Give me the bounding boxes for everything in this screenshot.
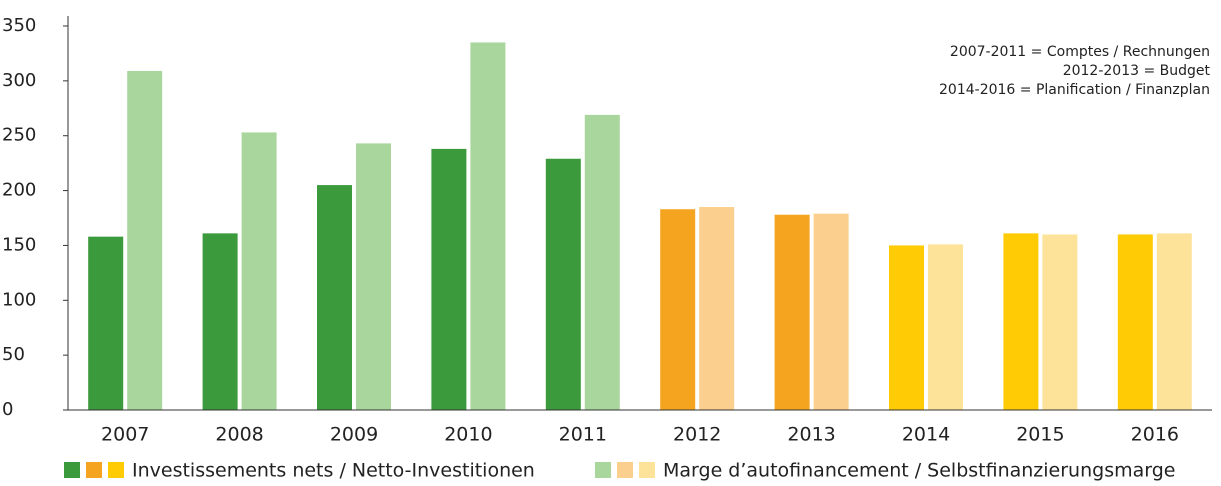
bar	[1156, 233, 1192, 410]
x-tick-label: 2012	[673, 424, 721, 446]
x-tick-label: 2011	[559, 424, 607, 446]
x-tick-label: 2015	[1016, 424, 1064, 446]
annotation: 2014-2016 = Planification / Finanzplan	[939, 82, 1210, 98]
y-tick-label: 100	[2, 289, 36, 310]
bar	[88, 236, 124, 410]
x-tick-label: 2009	[330, 424, 378, 446]
y-tick-label: 250	[2, 125, 36, 146]
legend-swatch	[639, 462, 655, 478]
legend-swatch	[595, 462, 611, 478]
y-tick-label: 350	[2, 15, 36, 36]
bar	[241, 132, 277, 410]
bar	[470, 42, 506, 410]
bar	[928, 244, 963, 410]
bar	[1042, 234, 1078, 410]
x-tick-label: 2016	[1131, 424, 1179, 446]
bar	[431, 148, 467, 410]
x-tick-label: 2010	[444, 424, 492, 446]
bar	[127, 70, 163, 411]
bar	[1117, 234, 1153, 410]
x-tick-label: 2014	[902, 424, 950, 446]
y-tick-label: 0	[2, 399, 13, 420]
legend-swatch	[86, 462, 102, 478]
legend-swatch	[108, 462, 124, 478]
legend-label: Investissements nets / Netto-Investition…	[132, 460, 535, 482]
bar	[813, 213, 849, 410]
annotation: 2012-2013 = Budget	[1063, 63, 1211, 79]
x-tick-label: 2007	[101, 424, 149, 446]
legend-swatch	[64, 462, 80, 478]
bar	[545, 158, 581, 410]
bar	[356, 143, 391, 410]
bar	[1003, 233, 1039, 410]
bar	[584, 114, 620, 411]
y-tick-label: 150	[2, 234, 36, 255]
x-tick-label: 2008	[215, 424, 263, 446]
bar	[202, 233, 238, 410]
annotation: 2007-2011 = Comptes / Rechnungen	[950, 44, 1210, 60]
legend-swatch	[617, 462, 633, 478]
x-tick-label: 2013	[787, 424, 835, 446]
y-tick-label: 200	[2, 180, 36, 201]
y-tick-label: 300	[2, 70, 36, 91]
y-tick-label: 50	[2, 344, 25, 365]
bar	[774, 214, 810, 410]
bar	[317, 185, 352, 410]
legend-label: Marge d’autofinancement / Selbstfinanzie…	[663, 460, 1175, 482]
bar	[660, 209, 696, 410]
bar	[889, 245, 924, 410]
bar	[699, 207, 735, 410]
